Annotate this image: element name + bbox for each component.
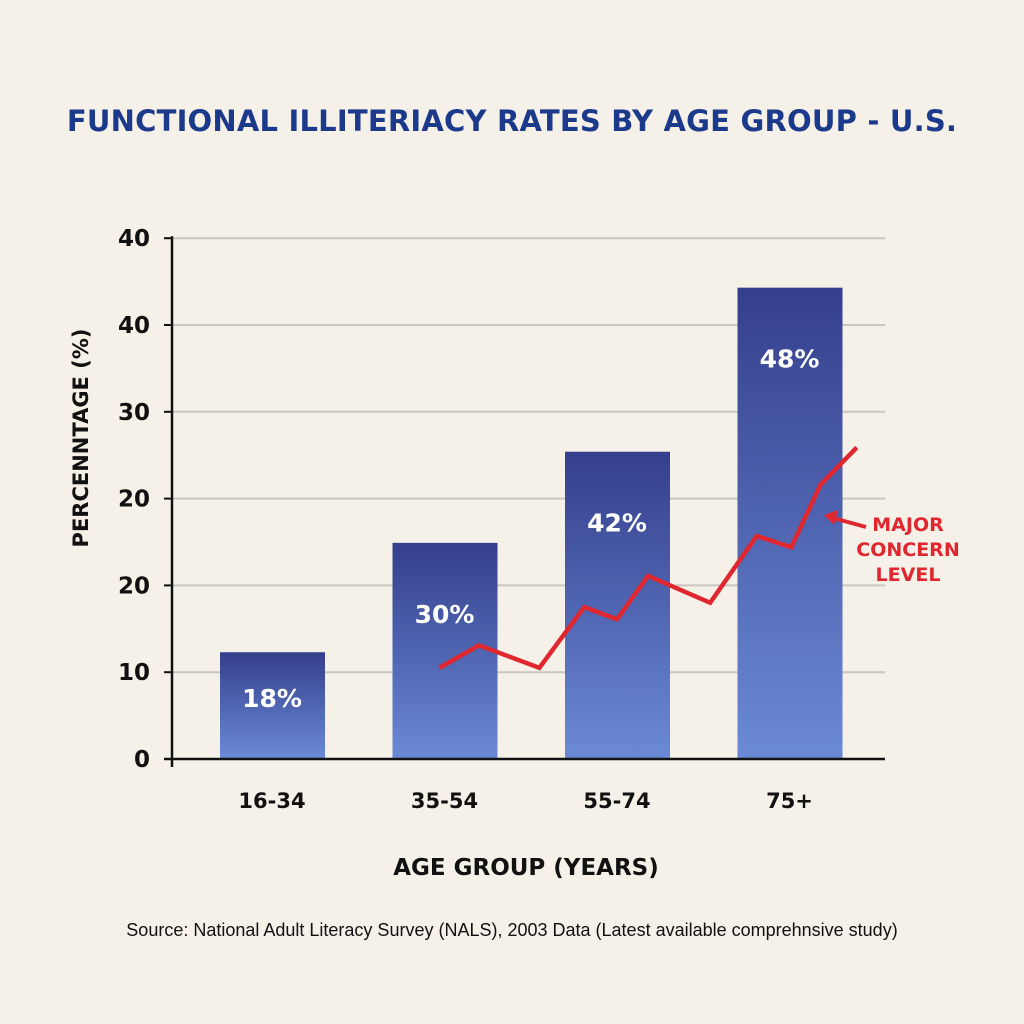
trend-line xyxy=(438,445,859,671)
annotation-arrow xyxy=(832,516,867,529)
y-tick-label: 20 xyxy=(118,573,150,599)
x-tick-label: 55-74 xyxy=(583,789,650,813)
x-tick-label: 35-54 xyxy=(411,789,478,813)
bar-value-label: 42% xyxy=(587,509,647,538)
bar-value-label: 18% xyxy=(242,684,302,713)
y-tick-label: 10 xyxy=(118,660,150,686)
bar xyxy=(392,542,498,759)
bar-value-label: 48% xyxy=(760,345,820,374)
x-tick-label: 16-34 xyxy=(238,789,305,813)
y-tick-label: 40 xyxy=(118,313,150,339)
chart-title: FUNCTIONAL ILLITERIACY RATES BY AGE GROU… xyxy=(66,104,958,138)
bar xyxy=(565,451,670,759)
source-note: Source: National Adult Literacy Survey (… xyxy=(126,920,898,940)
x-axis-title: AGE GROUP (YEARS) xyxy=(393,855,659,881)
y-tick-label: 0 xyxy=(134,747,150,773)
bar xyxy=(737,287,843,759)
y-tick-label: 20 xyxy=(118,487,150,513)
y-tick-label: 30 xyxy=(118,400,150,426)
bar-value-label: 30% xyxy=(415,600,475,629)
x-tick-label: 75+ xyxy=(766,789,813,813)
annotation-text: CONCERN xyxy=(856,539,959,561)
y-axis-title: PERCENNTAGE (%) xyxy=(69,329,93,548)
annotation-text: MAJOR xyxy=(872,514,944,536)
arrow-head-icon xyxy=(824,510,838,525)
annotation-text: LEVEL xyxy=(876,564,941,586)
bar xyxy=(220,652,325,759)
y-tick-label: 40 xyxy=(118,226,150,252)
